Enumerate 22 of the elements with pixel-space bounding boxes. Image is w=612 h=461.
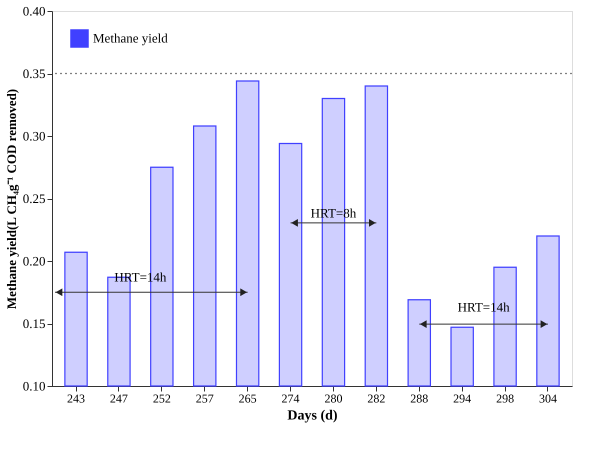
x-tick-label: 257 [196, 392, 214, 406]
x-tick-label: 298 [496, 392, 514, 406]
y-tick-label: 0.35 [22, 66, 46, 81]
x-tick-label: 252 [152, 392, 171, 406]
x-axis-title: Days (d) [287, 408, 338, 424]
x-tick-label: 243 [67, 392, 86, 406]
x-tick-label: 294 [453, 392, 472, 406]
x-tick-label: 274 [282, 392, 300, 406]
y-tick-label: 0.25 [22, 191, 46, 206]
x-tick-label: 288 [410, 392, 428, 406]
x-tick-label: 282 [367, 392, 386, 406]
legend-label: Methane yield [93, 30, 168, 46]
x-tick-label: 304 [538, 392, 557, 406]
x-tick-label: 247 [110, 392, 128, 406]
y-tick-label: 0.40 [22, 4, 46, 18]
x-tick-label: 280 [324, 392, 342, 406]
y-tick-label: 0.10 [22, 378, 46, 394]
y-axis-title: Methane yield(L CH₄g⁻¹ COD removed) [4, 88, 19, 310]
y-tick-label: 0.15 [22, 316, 46, 331]
y-tick-label: 0.20 [22, 254, 46, 268]
x-tick-label: 265 [238, 392, 257, 406]
y-tick-label: 0.30 [22, 128, 46, 144]
